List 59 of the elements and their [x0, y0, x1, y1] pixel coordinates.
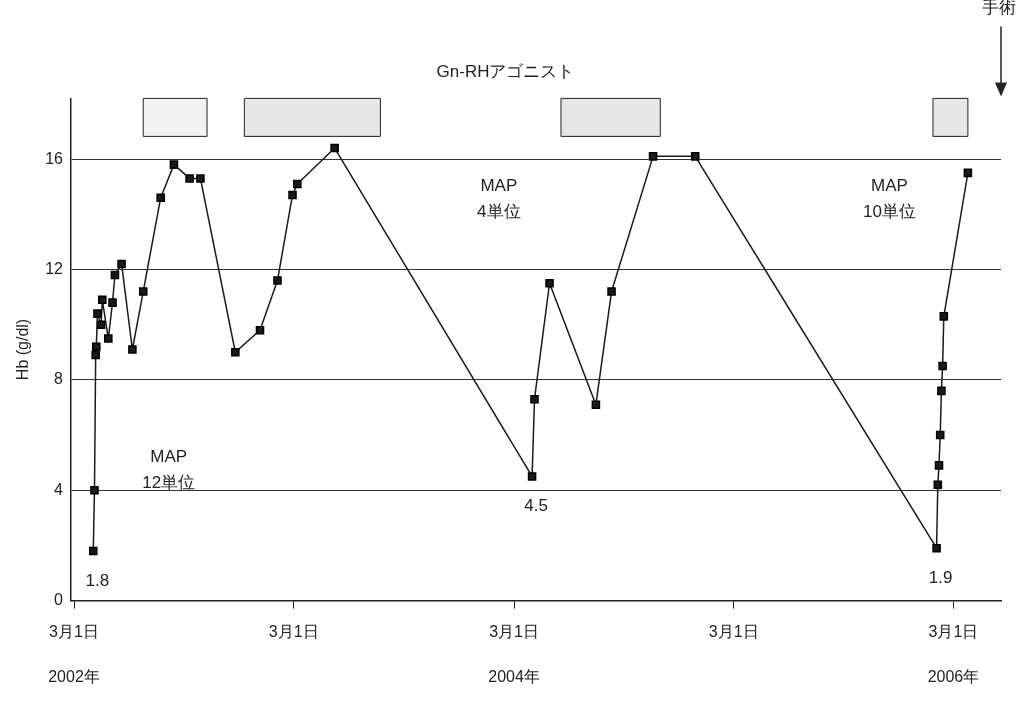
- point: [938, 361, 947, 371]
- point: [91, 342, 101, 352]
- x-tick-label: 3月1日: [268, 622, 319, 640]
- point: [607, 287, 616, 296]
- annotation: MAP 12単位: [142, 446, 196, 492]
- point: [93, 309, 102, 318]
- point: [939, 312, 949, 321]
- point: [108, 298, 117, 307]
- data-label: 4.5: [524, 496, 548, 516]
- y-tick-label: 4: [54, 480, 64, 498]
- annotation: MAP 10単位: [862, 175, 916, 221]
- point: [90, 485, 99, 495]
- point: [591, 400, 601, 409]
- y-tick-label: 0: [54, 591, 64, 609]
- point: [231, 347, 240, 357]
- point: [934, 461, 944, 470]
- point: [98, 295, 107, 305]
- point: [138, 287, 148, 296]
- point: [527, 472, 537, 481]
- y-axis-title: Hb (g/dl): [14, 318, 32, 381]
- point: [935, 430, 945, 440]
- data-label: 1.8: [85, 570, 110, 590]
- point: [255, 325, 265, 335]
- y-tick-label: 12: [45, 259, 64, 277]
- point: [169, 160, 179, 169]
- point: [933, 480, 943, 489]
- x-tick-label: 3月1日: [928, 622, 979, 640]
- point: [932, 543, 941, 553]
- point: [117, 259, 126, 269]
- point: [185, 174, 194, 183]
- point: [196, 174, 205, 183]
- point: [96, 320, 106, 329]
- point: [128, 345, 137, 354]
- data-label: 1.9: [928, 567, 953, 587]
- point: [91, 350, 100, 360]
- point: [88, 546, 98, 556]
- chart-title: Gn-RHアゴニスト: [436, 61, 575, 81]
- point: [288, 190, 297, 200]
- x-tick-label: 3月1日: [489, 622, 539, 640]
- point: [937, 386, 946, 396]
- point: [690, 152, 700, 161]
- point: [156, 193, 165, 203]
- point: [530, 394, 539, 404]
- point: [545, 278, 554, 288]
- x-tick-label: 3月1日: [49, 622, 99, 640]
- x2-tick-label: 2002年: [48, 667, 100, 685]
- point: [648, 152, 658, 161]
- point: [104, 334, 113, 343]
- point: [110, 270, 120, 280]
- x2-tick-label: 2006年: [927, 667, 980, 685]
- point: [330, 143, 339, 153]
- point: [273, 276, 282, 285]
- y-tick-label: 16: [45, 149, 64, 167]
- point: [963, 168, 973, 178]
- x2-tick-label: 2004年: [488, 667, 540, 685]
- x-tick-label: 3月1日: [708, 622, 759, 640]
- point: [293, 179, 302, 189]
- y-tick-label: 8: [54, 370, 64, 388]
- annotation: MAP 4単位: [477, 175, 521, 221]
